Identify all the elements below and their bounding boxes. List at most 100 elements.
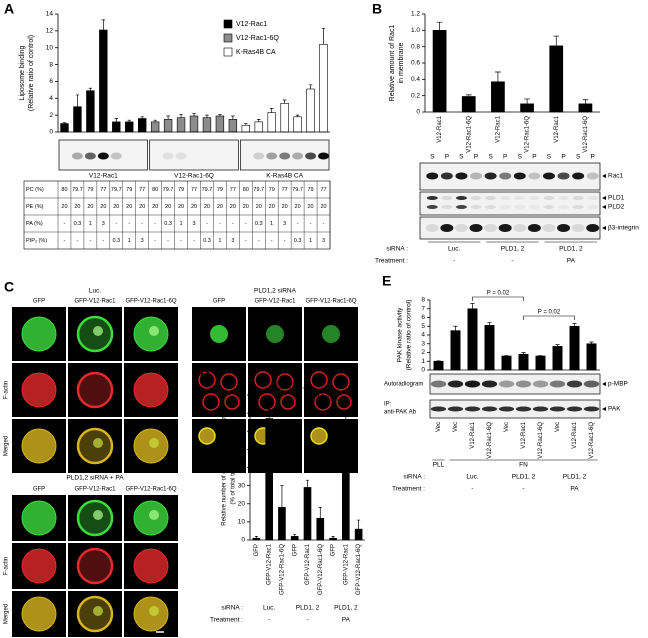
blot-band bbox=[528, 172, 541, 180]
cell bbox=[322, 325, 340, 343]
legend-swatch bbox=[223, 33, 233, 43]
y-tick-label: 6 bbox=[421, 314, 425, 321]
table-cell: 3 bbox=[192, 221, 195, 227]
error-bar bbox=[88, 87, 93, 91]
y-tick-label: 0 bbox=[416, 109, 420, 116]
blot-band bbox=[440, 224, 454, 232]
column-label: GFP-V12-Rac1 bbox=[74, 487, 116, 493]
table-cell: 79 bbox=[87, 187, 93, 193]
table-cell: 80 bbox=[61, 187, 67, 193]
blot-band bbox=[587, 205, 599, 209]
table-cell: 79 bbox=[308, 187, 314, 193]
x-tick-label: V12-Rac1 bbox=[521, 421, 527, 448]
blot-band bbox=[572, 172, 585, 180]
table-cell: - bbox=[297, 221, 299, 227]
bar bbox=[467, 308, 478, 371]
y-axis-label: (Relative ratio of control) bbox=[406, 300, 413, 371]
error-bar bbox=[495, 71, 501, 82]
condition-label: siRNA : bbox=[221, 605, 243, 612]
treatment-label: PA bbox=[567, 258, 576, 265]
table-cell: 20 bbox=[139, 204, 145, 210]
substrate-label: PLL bbox=[433, 462, 445, 469]
x-tick-label: V12-Rac1 bbox=[470, 421, 476, 448]
blot-band bbox=[514, 196, 526, 200]
bar bbox=[491, 81, 505, 113]
bar bbox=[73, 106, 82, 133]
treatment-label: - bbox=[453, 258, 455, 265]
x-tick-label: GFP-V12-Rac1-6Q bbox=[318, 544, 324, 595]
cell bbox=[21, 372, 57, 408]
lane-label: S bbox=[518, 154, 523, 161]
group-title: Luc. bbox=[89, 288, 101, 295]
cell bbox=[210, 325, 228, 343]
error-bar bbox=[321, 27, 326, 45]
sirna-label: PLD1, 2 bbox=[559, 246, 583, 253]
annotation: P = 0.02 bbox=[538, 310, 561, 316]
cell bbox=[280, 394, 296, 410]
table-cell: 80 bbox=[152, 187, 158, 193]
lane-label: P bbox=[503, 154, 507, 161]
y-axis-label: Relative amount of Rac1 bbox=[389, 25, 396, 102]
table-cell: 0.3 bbox=[112, 238, 120, 244]
y-tick-label: 20 bbox=[238, 500, 246, 507]
y-tick-label: 0.2 bbox=[411, 92, 420, 99]
blot-band bbox=[426, 172, 439, 180]
legend-label: V12-Rac1 bbox=[236, 21, 267, 28]
blot-band bbox=[558, 196, 570, 200]
y-tick-label: 10 bbox=[46, 44, 54, 51]
bar bbox=[293, 116, 302, 133]
blot-band bbox=[279, 152, 291, 160]
blot-band bbox=[571, 224, 585, 232]
blot-band bbox=[586, 224, 600, 232]
table-row-header: PC (%) bbox=[26, 187, 44, 193]
bar bbox=[215, 115, 225, 133]
table-cell: - bbox=[232, 221, 234, 227]
error-bar bbox=[166, 115, 170, 120]
column-label: GFP-V12-Rac1-6Q bbox=[125, 487, 176, 493]
treatment-label: PA bbox=[342, 617, 351, 624]
table-cell: 20 bbox=[217, 204, 223, 210]
cell bbox=[133, 548, 169, 584]
error-bar bbox=[140, 116, 144, 119]
error-bar bbox=[270, 108, 274, 113]
table-cell: 77 bbox=[139, 187, 145, 193]
error-bar bbox=[179, 113, 183, 118]
table-cell: 20 bbox=[320, 204, 326, 210]
x-tick-label: GFP bbox=[292, 544, 298, 556]
table-cell: - bbox=[141, 221, 143, 227]
table-cell: - bbox=[89, 238, 91, 244]
blot-band bbox=[292, 152, 304, 160]
condition-label: siRNA : bbox=[386, 246, 408, 253]
arrow bbox=[602, 226, 606, 230]
x-tick-label: GFP-V12-Rac1 bbox=[343, 543, 349, 585]
y-axis-label: Liposome binding bbox=[19, 45, 26, 100]
cell-detail bbox=[93, 510, 103, 520]
panel-label: B bbox=[372, 1, 382, 17]
error-bar bbox=[555, 344, 560, 347]
blot-band bbox=[481, 406, 498, 412]
blot-band bbox=[426, 196, 438, 200]
table-cell: - bbox=[219, 221, 221, 227]
table-cell: 3 bbox=[322, 238, 325, 244]
table-cell: 79.7 bbox=[72, 187, 83, 193]
blot-band bbox=[513, 172, 526, 180]
blot-band bbox=[566, 406, 583, 412]
sirna-label: PLD1, 2 bbox=[334, 605, 358, 612]
annotation: P = 0.04 bbox=[315, 394, 338, 400]
blot-band bbox=[84, 152, 96, 160]
y-tick-label: 8 bbox=[49, 61, 53, 68]
error-bar bbox=[524, 98, 530, 104]
bar bbox=[99, 29, 108, 133]
error-bar bbox=[589, 341, 594, 344]
cell bbox=[21, 500, 57, 536]
blot-band bbox=[425, 224, 439, 232]
error-bar bbox=[192, 113, 196, 116]
bar bbox=[461, 96, 476, 113]
table-cell: 20 bbox=[256, 204, 262, 210]
table-cell: 1 bbox=[89, 221, 92, 227]
blot-band bbox=[481, 380, 498, 388]
error-bar bbox=[293, 534, 297, 537]
x-tick-label: V12-Rac1 bbox=[572, 421, 578, 448]
micrograph bbox=[192, 363, 246, 417]
